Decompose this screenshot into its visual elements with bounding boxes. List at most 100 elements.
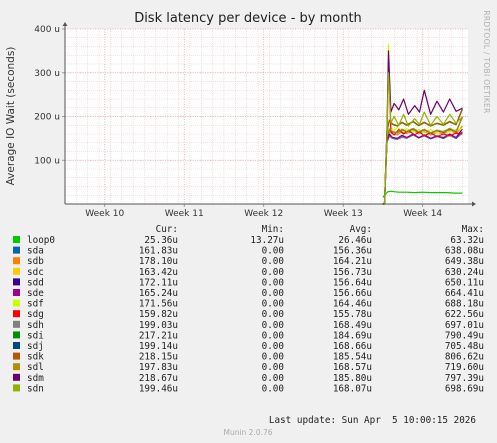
series-lines (382, 43, 463, 205)
legend-min-sdm: 0.00 (262, 373, 284, 384)
legend-avg-sdk: 185.54u (333, 352, 372, 363)
legend-cur-sdc: 163.42u (139, 267, 178, 278)
legend-avg-sde: 156.66u (333, 288, 372, 299)
legend-header-cur: Cur: (156, 224, 178, 235)
legend-swatch-loop0 (13, 236, 20, 243)
legend-cur-sdm: 218.67u (139, 373, 178, 384)
series-line-sdb (382, 125, 463, 205)
y-axis-label: Average IO Wait (seconds) (5, 47, 17, 186)
legend-avg-sdh: 168.49u (333, 320, 372, 331)
legend-cur-sdk: 218.15u (139, 352, 178, 363)
legend-min-sdj: 0.00 (262, 341, 284, 352)
legend-avg-sdn: 168.07u (333, 383, 372, 394)
legend-avg-sdl: 168.57u (333, 362, 372, 373)
legend-max-sdg: 622.56u (445, 309, 484, 320)
legend-cur-sdf: 171.56u (139, 299, 178, 310)
legend-cur-sdi: 217.21u (139, 330, 178, 341)
legend-min-sdg: 0.00 (262, 309, 284, 320)
legend-avg-sdb: 164.21u (333, 256, 372, 267)
legend-name-sdc: sdc (27, 267, 44, 278)
legend-cur-sdd: 172.11u (139, 277, 178, 288)
series-line-sdm (382, 50, 463, 205)
legend-max-sdl: 719.60u (445, 362, 484, 373)
legend-swatch-sdc (13, 267, 20, 275)
legend-max-sda: 638.08u (445, 246, 484, 257)
x-tick-label: Week 12 (244, 209, 283, 219)
legend-max-sdn: 698.69u (445, 383, 484, 394)
x-tick-label: Week 10 (85, 209, 124, 219)
legend-name-sda: sda (27, 246, 44, 257)
legend-max-sdj: 705.48u (445, 341, 484, 352)
legend-max-sdc: 630.24u (445, 267, 484, 278)
x-axis-ticks: Week 10 Week 11 Week 12 Week 13 Week 14 (85, 204, 442, 219)
legend-cur-sdg: 159.82u (139, 309, 178, 320)
legend-min-sdb: 0.00 (262, 256, 284, 267)
legend-cur-sdn: 199.46u (139, 383, 178, 394)
legend-max-sdf: 688.18u (445, 299, 484, 310)
legend-cur-sdb: 178.10u (139, 256, 178, 267)
legend-max-sdk: 806.62u (445, 352, 484, 363)
series-line-sdn (382, 72, 463, 205)
series-line-loop0 (382, 190, 463, 198)
grid (65, 28, 468, 204)
legend-cur-sdh: 199.03u (139, 320, 178, 331)
legend-swatch-sdl (13, 363, 20, 371)
legend-cur-sdj: 199.14u (139, 341, 178, 352)
legend-header-avg: Avg: (350, 224, 372, 235)
legend-avg-sdc: 156.73u (333, 267, 372, 278)
legend-cur-sde: 165.24u (139, 288, 178, 299)
legend-min-loop0: 13.27u (250, 235, 284, 246)
legend-name-sdl: sdl (27, 362, 44, 373)
legend-swatch-sdj (13, 342, 20, 349)
x-axis-arrow (472, 201, 476, 207)
legend-min-sdi: 0.00 (262, 330, 284, 341)
legend-min-sda: 0.00 (262, 246, 284, 257)
legend-avg-sdm: 185.80u (333, 373, 372, 384)
legend-swatch-sdm (13, 373, 20, 381)
legend-name-sdj: sdj (27, 341, 44, 352)
y-axis-arrow (62, 22, 68, 26)
legend-avg-sdd: 156.64u (333, 277, 372, 288)
legend-swatch-sdg (13, 310, 20, 318)
legend-cur-sda: 161.83u (139, 246, 178, 257)
legend: Cur: Min: Avg: Max: loop0 25.36u 13.27u 26.46u 6… (13, 224, 484, 394)
legend-avg-sdj: 168.66u (333, 341, 372, 352)
x-tick-label: Week 14 (403, 209, 442, 219)
y-tick-label: 300 u (34, 69, 60, 79)
legend-avg-loop0: 26.46u (338, 235, 372, 246)
legend-avg-sdf: 164.46u (333, 299, 372, 310)
legend-min-sdh: 0.00 (262, 320, 284, 331)
x-tick-label: Week 11 (165, 209, 204, 219)
legend-min-sdk: 0.00 (262, 352, 284, 363)
legend-swatch-sdk (13, 352, 20, 360)
legend-swatch-sdn (13, 384, 20, 392)
legend-max-sdd: 650.11u (445, 277, 484, 288)
legend-name-sdd: sdd (27, 277, 44, 288)
legend-name-sdm: sdm (27, 373, 44, 384)
legend-name-sdh: sdh (27, 320, 44, 331)
series-line-sdl (382, 117, 463, 205)
legend-max-sdi: 790.49u (445, 330, 484, 341)
munin-version: Munin 2.0.76 (223, 428, 272, 437)
legend-name-loop0: loop0 (27, 235, 55, 246)
y-tick-label: 400 u (34, 25, 60, 35)
legend-cur-loop0: 25.36u (144, 235, 178, 246)
legend-avg-sda: 156.36u (333, 246, 372, 257)
legend-swatch-sdb (13, 257, 20, 265)
legend-name-sdg: sdg (27, 309, 44, 320)
legend-avg-sdg: 155.78u (333, 309, 372, 320)
legend-max-sdb: 649.38u (445, 256, 484, 267)
y-tick-label: 200 u (34, 113, 60, 123)
legend-header-max: Max: (462, 224, 484, 235)
legend-max-sdm: 797.39u (445, 373, 484, 384)
legend-swatch-sdi (13, 331, 20, 339)
legend-min-sdc: 0.00 (262, 267, 284, 278)
legend-name-sde: sde (27, 288, 44, 299)
legend-swatch-sdd (13, 278, 20, 286)
legend-name-sdi: sdi (27, 330, 44, 341)
legend-name-sdf: sdf (27, 299, 44, 310)
legend-max-sde: 664.41u (445, 288, 484, 299)
legend-max-loop0: 63.32u (450, 235, 484, 246)
chart-title: Disk latency per device - by month (134, 11, 362, 26)
